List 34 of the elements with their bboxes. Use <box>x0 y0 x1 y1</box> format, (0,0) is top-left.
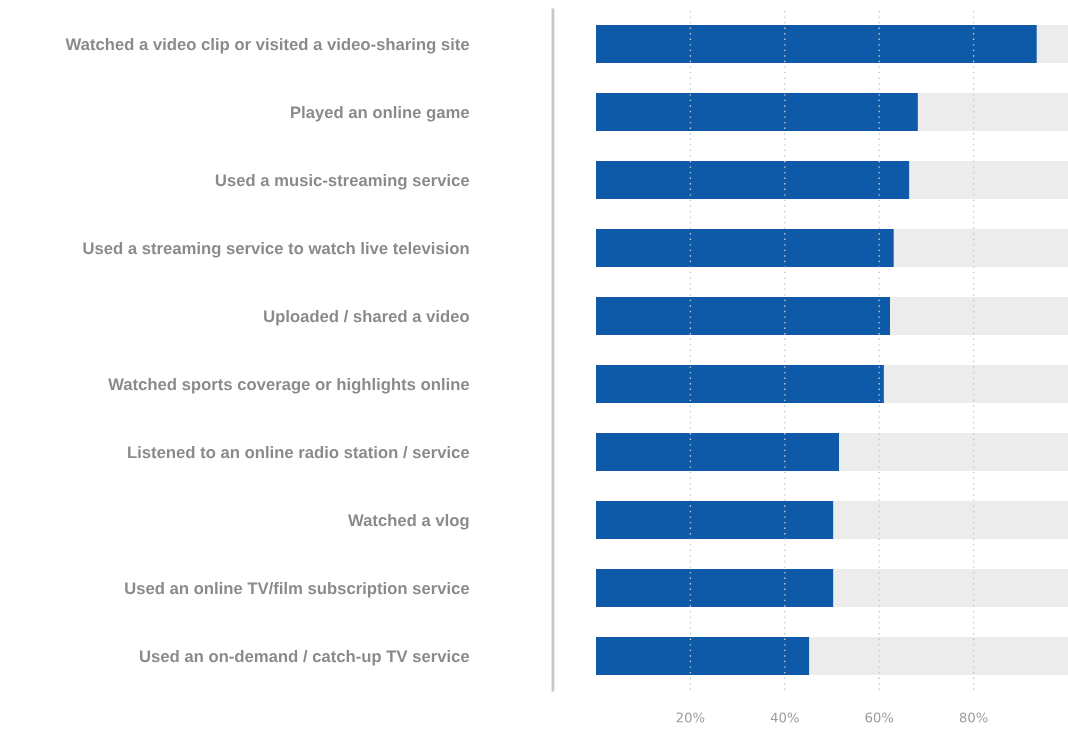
bar <box>596 364 884 404</box>
y-tick-label: Watched sports coverage or highlights online <box>108 377 470 394</box>
bar <box>596 636 810 676</box>
bar <box>596 568 834 608</box>
bar <box>596 500 834 540</box>
y-tick-label: Uploaded / shared a video <box>264 309 469 326</box>
y-tick-label: Used an online TV/film subscription service <box>125 581 470 598</box>
y-tick-label: Used a streaming service to watch live television <box>83 241 469 258</box>
bar <box>917 92 1068 132</box>
bar <box>883 364 1068 404</box>
bar <box>596 24 1037 64</box>
bar <box>596 228 894 268</box>
bar <box>839 432 1068 472</box>
y-tick-label: Used a music-streaming service <box>215 173 470 190</box>
bar <box>596 92 918 132</box>
bar <box>596 432 840 472</box>
bar <box>890 296 1068 336</box>
x-tick-label: 60% <box>865 712 894 723</box>
y-tick-label: Listened to an online radio station / service <box>128 445 470 459</box>
y-tick-label: Used an on-demand / catch-up TV service <box>140 649 470 666</box>
y-tick-label: Watched a video clip or visited a video-sharing site <box>65 37 470 54</box>
y-tick-label: Played an online game <box>291 105 470 122</box>
bar <box>833 568 1068 608</box>
x-tick-label: 40% <box>770 712 799 723</box>
bar <box>909 160 1068 200</box>
x-tick-label: 20% <box>676 712 705 723</box>
bar <box>1036 24 1068 64</box>
bar <box>893 228 1068 268</box>
bar <box>809 636 1068 676</box>
bar <box>596 160 910 200</box>
x-tick-label: 80% <box>959 712 988 723</box>
y-tick-label: Watched a vlog <box>348 513 469 530</box>
bar <box>596 296 891 336</box>
bar <box>833 500 1068 540</box>
